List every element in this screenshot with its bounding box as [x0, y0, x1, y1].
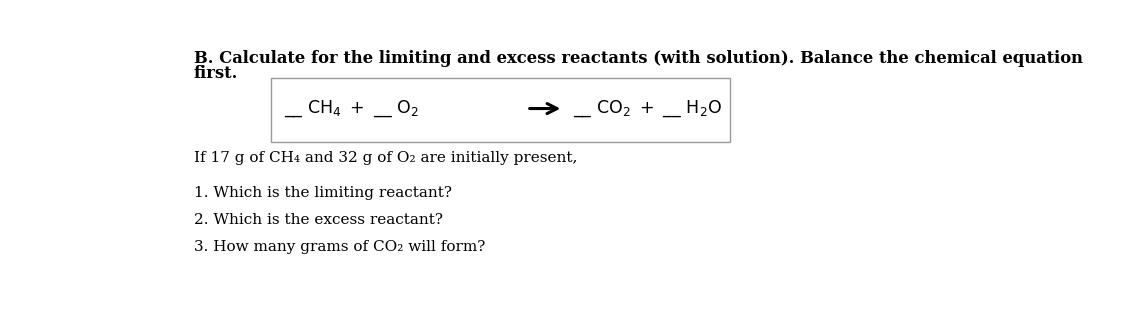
Bar [272, 78, 730, 142]
Text: B. Calculate for the limiting and excess reactants (with solution). Balance the : B. Calculate for the limiting and excess… [194, 50, 1083, 67]
Text: 1. Which is the limiting reactant?: 1. Which is the limiting reactant? [194, 186, 452, 200]
Text: $\mathregular{\_\_ \ CO_2 \ + \ \_\_ \ H_2O}$: $\mathregular{\_\_ \ CO_2 \ + \ \_\_ \ H… [574, 98, 722, 119]
Text: If 17 g of CH₄ and 32 g of O₂ are initially present,: If 17 g of CH₄ and 32 g of O₂ are initia… [194, 151, 577, 165]
Text: 3. How many grams of CO₂ will form?: 3. How many grams of CO₂ will form? [194, 240, 485, 254]
Text: $\mathregular{\_\_ \ CH_4 \ + \ \_\_ \ O_2}$: $\mathregular{\_\_ \ CH_4 \ + \ \_\_ \ O… [284, 98, 419, 119]
Text: 2. Which is the excess reactant?: 2. Which is the excess reactant? [194, 213, 443, 227]
Text: first.: first. [194, 65, 238, 82]
